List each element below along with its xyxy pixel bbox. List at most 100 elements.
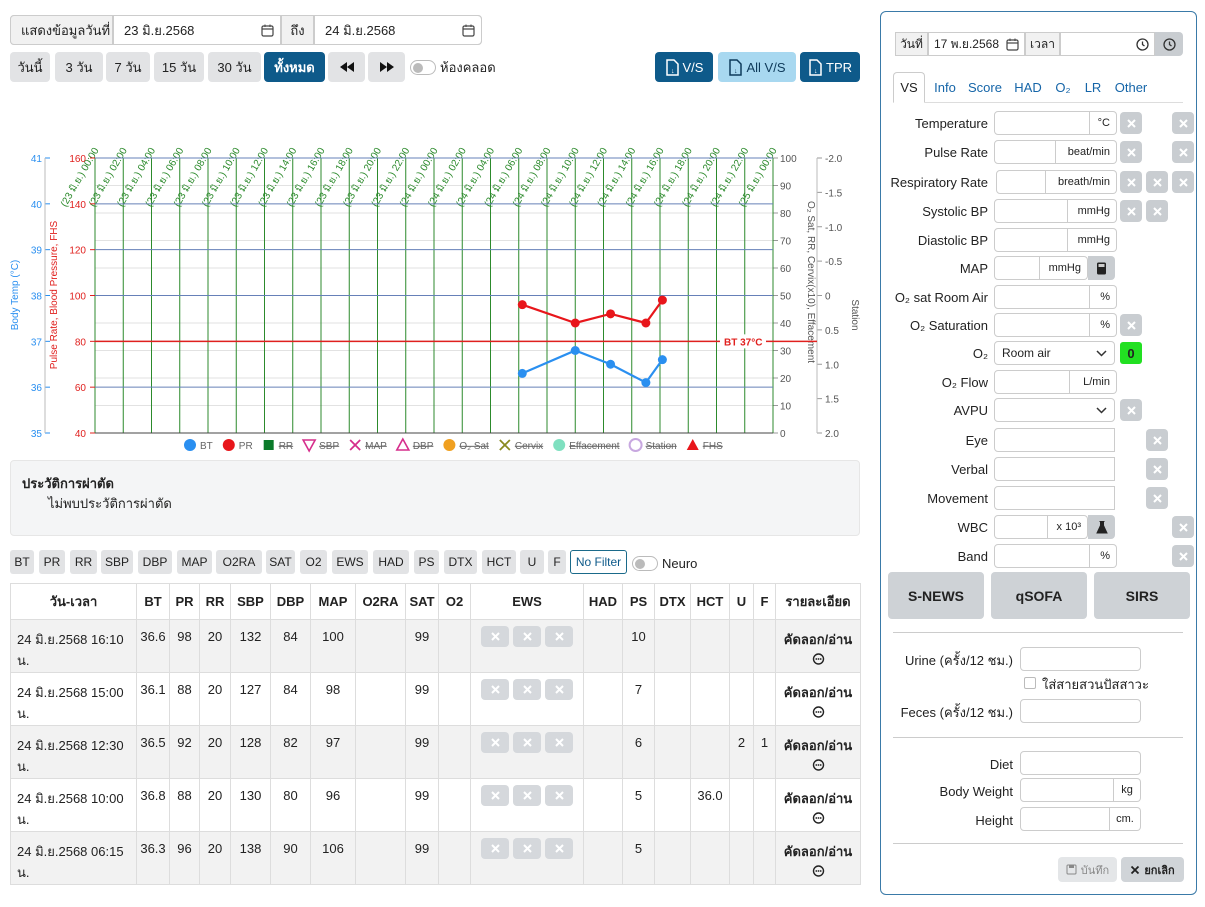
ews-button[interactable] xyxy=(545,838,573,859)
ews-button[interactable] xyxy=(481,785,509,806)
text-input[interactable] xyxy=(996,170,1046,194)
range-button[interactable]: 30 วัน xyxy=(208,52,261,82)
clear-button[interactable] xyxy=(1120,112,1142,134)
detail-cell[interactable]: คัดลอก/อ่าน xyxy=(775,778,861,832)
filter-chip[interactable]: RR xyxy=(70,550,97,574)
date-input[interactable]: 17 พ.ย.2568 xyxy=(928,32,1025,56)
detail-cell[interactable]: คัดลอก/อ่าน xyxy=(775,619,861,673)
ews-button[interactable] xyxy=(481,838,509,859)
text-input[interactable] xyxy=(1020,647,1141,671)
clear-button[interactable] xyxy=(1120,399,1142,421)
text-input[interactable] xyxy=(1020,807,1110,831)
clear-button[interactable] xyxy=(1172,141,1194,163)
filter-chip[interactable]: SAT xyxy=(266,550,295,574)
text-input[interactable] xyxy=(994,515,1048,539)
detail-cell[interactable]: คัดลอก/อ่าน xyxy=(775,672,861,726)
toggle[interactable] xyxy=(632,556,658,571)
ews-button[interactable] xyxy=(513,626,541,647)
detail-cell[interactable]: คัดลอก/อ่าน xyxy=(775,725,861,779)
range-button[interactable]: 15 วัน xyxy=(154,52,204,82)
ews-button[interactable] xyxy=(513,732,541,753)
detail-cell[interactable]: คัดลอก/อ่าน xyxy=(775,831,861,885)
clear-button[interactable] xyxy=(1120,171,1142,193)
save-button[interactable]: บันทึก xyxy=(1058,857,1117,882)
tab[interactable]: VS xyxy=(893,72,925,103)
tab[interactable]: HAD xyxy=(1014,80,1042,95)
clear-button[interactable] xyxy=(1146,171,1168,193)
filter-chip[interactable]: F xyxy=(548,550,566,574)
clear-button[interactable] xyxy=(1120,314,1142,336)
text-input[interactable] xyxy=(994,544,1090,568)
clear-button[interactable] xyxy=(1146,429,1168,451)
clear-button[interactable] xyxy=(1172,171,1194,193)
clear-button[interactable] xyxy=(1146,458,1168,480)
ews-button[interactable] xyxy=(545,785,573,806)
rewind-button[interactable] xyxy=(328,52,365,82)
select-input[interactable]: Room air xyxy=(994,341,1115,365)
text-input[interactable] xyxy=(994,228,1068,252)
text-input[interactable] xyxy=(1020,699,1141,723)
text-input[interactable] xyxy=(1020,751,1141,775)
range-button[interactable]: 7 วัน xyxy=(106,52,150,82)
filter-chip[interactable]: HCT xyxy=(482,550,516,574)
ews-button[interactable] xyxy=(481,679,509,700)
filter-chip[interactable]: EWS xyxy=(332,550,368,574)
clear-button[interactable] xyxy=(1120,200,1142,222)
ews-button[interactable] xyxy=(545,679,573,700)
filter-chip[interactable]: PR xyxy=(39,550,65,574)
text-input[interactable] xyxy=(994,313,1090,337)
export-button[interactable]: ↓ V/S xyxy=(655,52,713,82)
clear-button[interactable] xyxy=(1120,141,1142,163)
text-input[interactable] xyxy=(994,256,1040,280)
range-button[interactable]: ทั้งหมด xyxy=(264,52,325,82)
flask-button[interactable] xyxy=(1088,515,1115,539)
range-button[interactable]: วันนี้ xyxy=(10,52,50,82)
export-button[interactable]: ↓ All V/S xyxy=(718,52,796,82)
ews-button[interactable] xyxy=(513,785,541,806)
clear-button[interactable] xyxy=(1172,545,1194,567)
filter-chip[interactable]: U xyxy=(520,550,544,574)
filter-chip[interactable]: DTX xyxy=(444,550,477,574)
cancel-button[interactable]: ยกเลิก xyxy=(1121,857,1184,882)
tab[interactable]: Score xyxy=(968,80,1002,95)
text-input[interactable] xyxy=(994,285,1090,309)
checkbox[interactable] xyxy=(1024,677,1036,689)
filter-chip[interactable]: O2 xyxy=(300,550,327,574)
text-input[interactable] xyxy=(994,428,1115,452)
calc-button[interactable] xyxy=(1088,256,1115,280)
date-from[interactable]: 23 มิ.ย.2568 xyxy=(113,15,281,45)
clear-button[interactable] xyxy=(1172,516,1194,538)
tab[interactable]: Other xyxy=(1114,80,1148,95)
ews-button[interactable] xyxy=(545,626,573,647)
text-input[interactable] xyxy=(1020,778,1114,802)
time-button[interactable] xyxy=(1155,32,1183,56)
ews-button[interactable] xyxy=(545,732,573,753)
text-input[interactable] xyxy=(994,370,1070,394)
range-button[interactable]: 3 วัน xyxy=(55,52,103,82)
text-input[interactable] xyxy=(994,111,1090,135)
ews-button[interactable] xyxy=(481,732,509,753)
tab[interactable]: Info xyxy=(934,80,956,95)
text-input[interactable] xyxy=(994,457,1115,481)
filter-chip[interactable]: BT xyxy=(10,550,34,574)
toggle[interactable] xyxy=(410,60,436,75)
date-to[interactable]: 24 มิ.ย.2568 xyxy=(314,15,482,45)
select-input[interactable] xyxy=(994,398,1115,422)
filter-chip[interactable]: HAD xyxy=(373,550,409,574)
forward-button[interactable] xyxy=(368,52,405,82)
tab[interactable]: O₂ xyxy=(1055,80,1071,95)
filter-chip[interactable]: SBP xyxy=(101,550,133,574)
ews-button[interactable] xyxy=(513,679,541,700)
ews-button[interactable] xyxy=(513,838,541,859)
time-input[interactable] xyxy=(1060,32,1155,56)
text-input[interactable] xyxy=(994,199,1068,223)
filter-chip[interactable]: O2RA xyxy=(216,550,262,574)
filter-chip[interactable]: PS xyxy=(414,550,439,574)
clear-button[interactable] xyxy=(1146,487,1168,509)
text-input[interactable] xyxy=(994,486,1115,510)
score-button[interactable]: SIRS xyxy=(1094,572,1190,619)
filter-chip[interactable]: MAP xyxy=(177,550,212,574)
clear-button[interactable] xyxy=(1146,200,1168,222)
filter-chip[interactable]: DBP xyxy=(138,550,172,574)
ews-button[interactable] xyxy=(481,626,509,647)
